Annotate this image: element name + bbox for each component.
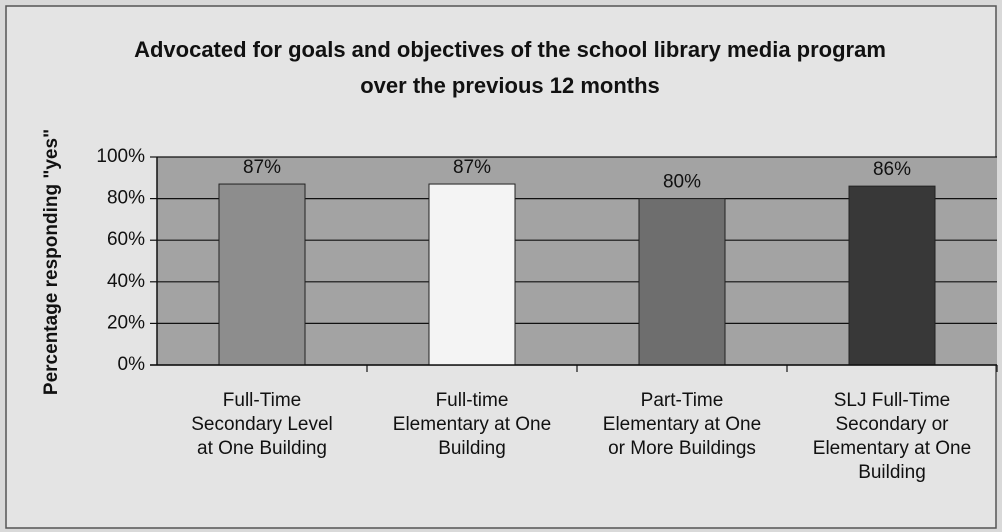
y-tick-label: 0% [118, 354, 146, 375]
x-tick-label: SLJ Full-Time Secondary or Elementary at… [812, 390, 972, 483]
value-label: 80% [663, 172, 701, 193]
y-tick-label: 40% [107, 271, 145, 292]
x-tick-label: Part-Time Elementary at One or More Buil… [602, 390, 762, 459]
bar [848, 185, 936, 366]
value-label: 87% [243, 157, 281, 178]
chart-title: Advocated for goals and objectives of th… [134, 37, 886, 98]
y-tick-label: 80% [107, 188, 145, 209]
bar [428, 183, 516, 366]
y-axis-label: Percentage responding "yes" [41, 129, 62, 395]
x-tick-label: Full-time Elementary at One Building [392, 390, 552, 459]
value-label: 86% [873, 159, 911, 180]
y-tick-label: 20% [107, 312, 145, 333]
x-tick-label: Full-Time Secondary Level at One Buildin… [191, 390, 333, 459]
y-tick-label: 100% [96, 146, 145, 167]
y-tick-label: 60% [107, 229, 145, 250]
bar [638, 198, 726, 366]
bar [218, 183, 306, 366]
value-label: 87% [453, 157, 491, 178]
